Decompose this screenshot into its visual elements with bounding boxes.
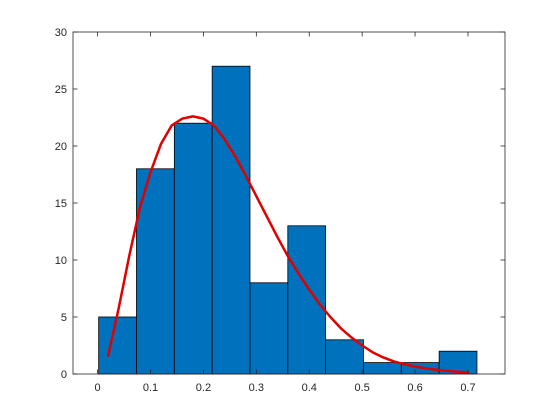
y-tick-label: 15 bbox=[55, 198, 67, 210]
y-tick-label: 0 bbox=[61, 369, 67, 381]
x-tick-label: 0.7 bbox=[460, 382, 475, 394]
histogram-bar bbox=[325, 339, 364, 375]
x-tick-label: 0.1 bbox=[143, 382, 158, 394]
histogram-bar bbox=[98, 316, 137, 375]
x-tick-label: 0.5 bbox=[354, 382, 369, 394]
x-tick-label: 0.3 bbox=[249, 382, 264, 394]
curve-layer bbox=[106, 115, 470, 374]
y-tick-label: 30 bbox=[55, 27, 67, 39]
bars-layer bbox=[98, 65, 478, 375]
histogram-bar bbox=[249, 282, 289, 375]
y-tick-label: 20 bbox=[55, 141, 67, 153]
fit-curve bbox=[106, 115, 470, 374]
x-tick-label: 0 bbox=[95, 382, 101, 394]
x-tick-label: 0.6 bbox=[407, 382, 422, 394]
y-tick-label: 10 bbox=[55, 255, 67, 267]
histogram-bar bbox=[136, 168, 175, 375]
histogram-bar bbox=[173, 122, 213, 375]
x-tick-label: 0.2 bbox=[196, 382, 211, 394]
histogram-bar bbox=[211, 65, 251, 375]
histogram-bar bbox=[363, 362, 402, 375]
y-tick-label: 5 bbox=[61, 312, 67, 324]
histogram-bar bbox=[287, 225, 327, 375]
ticks-layer: 0 0.1 0.2 0.3 0.4 0.5 0.6 0.7 0 5 10 15 20 25 30 bbox=[55, 27, 505, 394]
x-tick-label: 0.4 bbox=[302, 382, 317, 394]
y-tick-label: 25 bbox=[55, 84, 67, 96]
